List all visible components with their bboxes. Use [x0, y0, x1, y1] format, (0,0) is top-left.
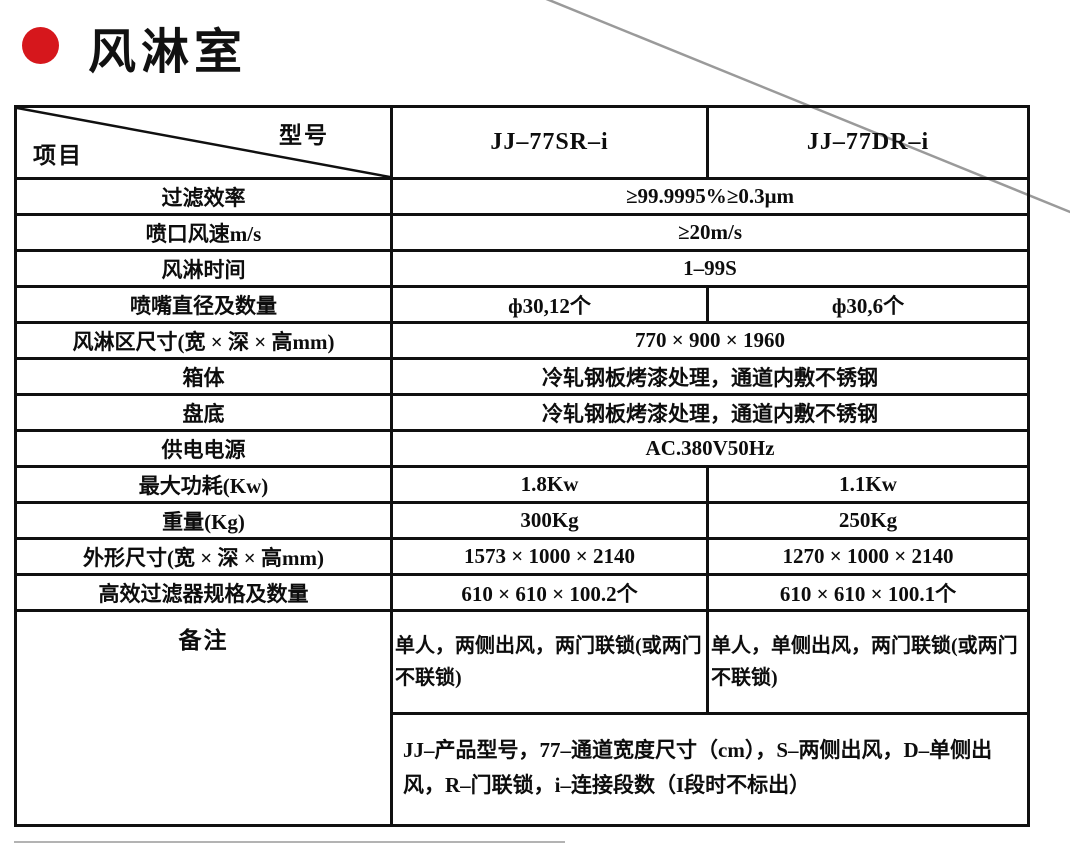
- red-dot-icon: [22, 27, 59, 64]
- remarks-row: 备注 单人，两侧出风，两门联锁(或两门不联锁) 单人，单侧出风，两门联锁(或两门…: [14, 609, 1030, 827]
- row-label: 风淋时间: [14, 249, 393, 288]
- row-label: 过滤效率: [14, 177, 393, 216]
- column-header-model-1: JJ–77SR–i: [390, 105, 709, 180]
- column-header-model-2: JJ–77DR–i: [706, 105, 1030, 180]
- row-label: 盘底: [14, 393, 393, 432]
- remarks-value-model-2: 单人，单侧出风，两门联锁(或两门不联锁): [706, 609, 1030, 715]
- row-label: 高效过滤器规格及数量: [14, 573, 393, 612]
- table-row: 外形尺寸(宽 × 深 × 高mm) 1573 × 1000 × 2140 127…: [14, 537, 1030, 576]
- row-value-model-1: 300Kg: [390, 501, 709, 540]
- table-row: 最大功耗(Kw) 1.8Kw 1.1Kw: [14, 465, 1030, 504]
- table-row: 喷口风速m/s ≥20m/s: [14, 213, 1030, 252]
- row-value-model-2: 610 × 610 × 100.1个: [706, 573, 1030, 612]
- page-title: 风淋室: [88, 26, 248, 79]
- corner-label-item: 项目: [33, 143, 83, 168]
- row-value-model-1: 610 × 610 × 100.2个: [390, 573, 709, 612]
- table-row: 箱体 冷轧钢板烤漆处理，通道内敷不锈钢: [14, 357, 1030, 396]
- table-header-row: 型号 项目 JJ–77SR–i JJ–77DR–i: [14, 105, 1030, 180]
- row-value: 冷轧钢板烤漆处理，通道内敷不锈钢: [390, 393, 1030, 432]
- row-label: 供电电源: [14, 429, 393, 468]
- row-value: 770 × 900 × 1960: [390, 321, 1030, 360]
- row-value-model-1: 1573 × 1000 × 2140: [390, 537, 709, 576]
- corner-label-model: 型号: [279, 123, 329, 148]
- note-row: JJ–产品型号，77–通道宽度尺寸（cm），S–两侧出风，D–单侧出风，R–门联…: [16, 712, 1030, 827]
- page-header: 风淋室: [0, 0, 600, 90]
- row-label: 箱体: [14, 357, 393, 396]
- table-row: 高效过滤器规格及数量 610 × 610 × 100.2个 610 × 610 …: [14, 573, 1030, 612]
- row-label: 外形尺寸(宽 × 深 × 高mm): [14, 537, 393, 576]
- row-label: 喷口风速m/s: [14, 213, 393, 252]
- row-value: AC.380V50Hz: [390, 429, 1030, 468]
- table-row: 风淋时间 1–99S: [14, 249, 1030, 288]
- remarks-label: 备注: [14, 609, 393, 827]
- header-corner-cell: 型号 项目: [14, 105, 393, 180]
- row-value-model-1: 1.8Kw: [390, 465, 709, 504]
- table-row: 重量(Kg) 300Kg 250Kg: [14, 501, 1030, 540]
- row-value-model-2: 250Kg: [706, 501, 1030, 540]
- row-value-model-2: 1.1Kw: [706, 465, 1030, 504]
- diagonal-divider-icon: [17, 108, 390, 177]
- table-row: 供电电源 AC.380V50Hz: [14, 429, 1030, 468]
- table-row: 盘底 冷轧钢板烤漆处理，通道内敷不锈钢: [14, 393, 1030, 432]
- remarks-value-model-1: 单人，两侧出风，两门联锁(或两门不联锁): [390, 609, 709, 715]
- row-value: 1–99S: [390, 249, 1030, 288]
- row-value-model-1: ф30,12个: [390, 285, 709, 324]
- table-row: 风淋区尺寸(宽 × 深 × 高mm) 770 × 900 × 1960: [14, 321, 1030, 360]
- row-value: 冷轧钢板烤漆处理，通道内敷不锈钢: [390, 357, 1030, 396]
- row-label: 重量(Kg): [14, 501, 393, 540]
- row-value-model-2: 1270 × 1000 × 2140: [706, 537, 1030, 576]
- table-row: 喷嘴直径及数量 ф30,12个 ф30,6个: [14, 285, 1030, 324]
- row-label: 风淋区尺寸(宽 × 深 × 高mm): [14, 321, 393, 360]
- row-label: 喷嘴直径及数量: [14, 285, 393, 324]
- row-label: 最大功耗(Kw): [14, 465, 393, 504]
- row-value: ≥99.9995%≥0.3μm: [390, 177, 1030, 216]
- spec-table: 型号 项目 JJ–77SR–i JJ–77DR–i 过滤效率 ≥99.9995%…: [14, 105, 1030, 827]
- table-row: 过滤效率 ≥99.9995%≥0.3μm: [14, 177, 1030, 216]
- model-naming-note: JJ–产品型号，77–通道宽度尺寸（cm），S–两侧出风，D–单侧出风，R–门联…: [390, 712, 1030, 827]
- row-value: ≥20m/s: [390, 213, 1030, 252]
- row-value-model-2: ф30,6个: [706, 285, 1030, 324]
